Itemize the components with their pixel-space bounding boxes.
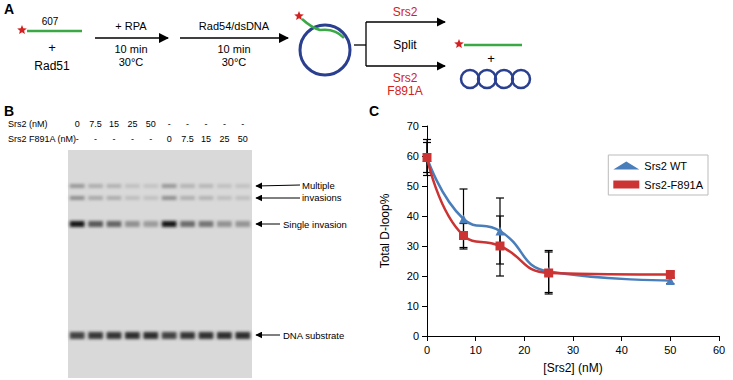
svg-text:10: 10 xyxy=(470,344,482,356)
svg-text:Srs2 WT: Srs2 WT xyxy=(644,160,687,172)
svg-text:10 min: 10 min xyxy=(217,43,250,55)
svg-text:A: A xyxy=(4,1,14,17)
svg-text:30°C: 30°C xyxy=(222,56,247,68)
svg-text:F891A: F891A xyxy=(387,84,422,98)
svg-text:60: 60 xyxy=(713,344,725,356)
svg-text:25: 25 xyxy=(219,134,229,144)
svg-text:7.5: 7.5 xyxy=(181,134,194,144)
svg-text:+: + xyxy=(487,51,495,66)
svg-text:20: 20 xyxy=(407,270,419,282)
svg-text:-: - xyxy=(113,134,116,144)
svg-text:60: 60 xyxy=(407,150,419,162)
svg-text:0: 0 xyxy=(75,119,80,129)
svg-text:50: 50 xyxy=(664,344,676,356)
svg-text:Srs2-F891A: Srs2-F891A xyxy=(644,179,703,191)
svg-text:40: 40 xyxy=(407,210,419,222)
svg-text:15: 15 xyxy=(201,134,211,144)
svg-text:Rad51: Rad51 xyxy=(34,59,70,73)
svg-text:invasions: invasions xyxy=(302,192,342,203)
svg-text:20: 20 xyxy=(518,344,530,356)
svg-text:607: 607 xyxy=(42,16,59,27)
svg-text:-: - xyxy=(131,134,134,144)
svg-text:[Srs2] (nM): [Srs2] (nM) xyxy=(543,361,602,375)
svg-text:50: 50 xyxy=(238,134,248,144)
svg-text:0: 0 xyxy=(167,134,172,144)
svg-text:Split: Split xyxy=(393,38,417,52)
svg-text:-: - xyxy=(223,119,226,129)
svg-text:-: - xyxy=(186,119,189,129)
svg-text:50: 50 xyxy=(146,119,156,129)
svg-text:C: C xyxy=(369,103,379,119)
svg-text:40: 40 xyxy=(616,344,628,356)
svg-text:Srs2 (nM): Srs2 (nM) xyxy=(8,119,48,129)
svg-text:25: 25 xyxy=(127,119,137,129)
svg-text:-: - xyxy=(205,119,208,129)
svg-text:-: - xyxy=(76,134,79,144)
svg-text:Rad54/dsDNA: Rad54/dsDNA xyxy=(199,20,270,32)
svg-text:DNA substrate: DNA substrate xyxy=(283,330,344,341)
svg-text:B: B xyxy=(4,103,14,119)
svg-text:0: 0 xyxy=(424,344,430,356)
svg-text:30: 30 xyxy=(567,344,579,356)
svg-text:30°C: 30°C xyxy=(119,56,144,68)
svg-text:Srs2: Srs2 xyxy=(393,5,418,19)
svg-text:50: 50 xyxy=(407,180,419,192)
svg-text:10: 10 xyxy=(407,300,419,312)
svg-text:7.5: 7.5 xyxy=(89,119,102,129)
svg-text:+: + xyxy=(48,40,56,55)
svg-text:70: 70 xyxy=(407,120,419,132)
svg-text:Multiple: Multiple xyxy=(302,180,335,191)
svg-text:-: - xyxy=(241,119,244,129)
svg-text:Srs2 F891A (nM): Srs2 F891A (nM) xyxy=(8,134,76,144)
svg-text:-: - xyxy=(168,119,171,129)
svg-text:-: - xyxy=(94,134,97,144)
svg-text:+ RPA: + RPA xyxy=(115,20,147,32)
svg-text:Single invasion: Single invasion xyxy=(283,219,347,230)
svg-text:15: 15 xyxy=(109,119,119,129)
svg-text:Srs2: Srs2 xyxy=(393,71,418,85)
svg-text:0: 0 xyxy=(413,330,419,342)
svg-text:10 min: 10 min xyxy=(114,43,147,55)
svg-text:Total D-loop%: Total D-loop% xyxy=(378,193,392,268)
svg-text:-: - xyxy=(149,134,152,144)
svg-text:30: 30 xyxy=(407,240,419,252)
